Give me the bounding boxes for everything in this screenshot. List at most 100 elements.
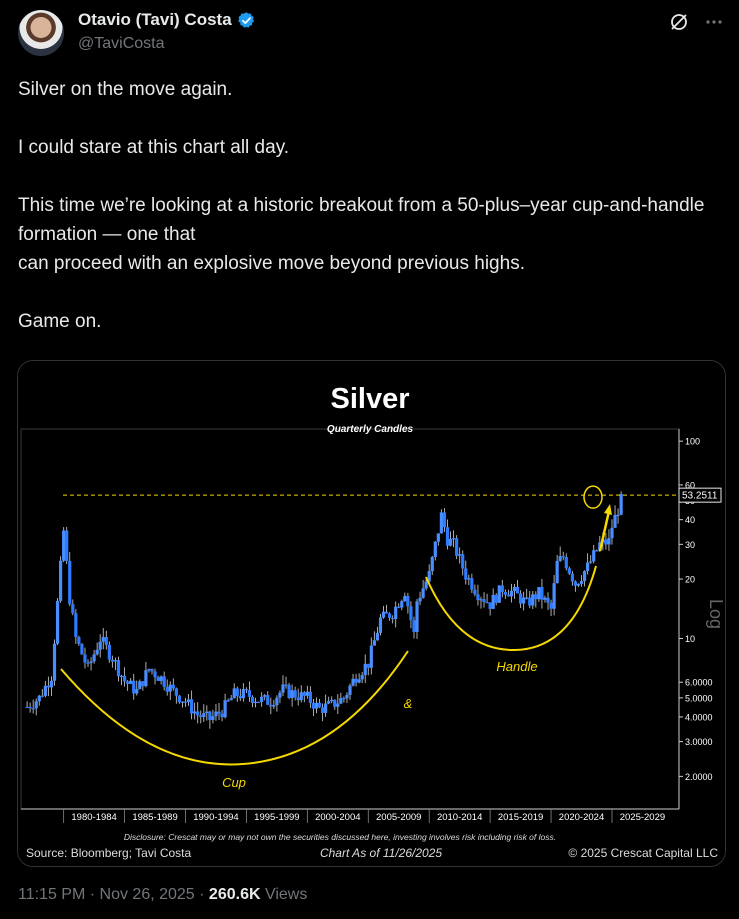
candle-body bbox=[153, 671, 157, 678]
candle-body bbox=[129, 680, 133, 684]
candle-body bbox=[500, 585, 504, 592]
candle-body bbox=[317, 702, 322, 708]
candle-body bbox=[512, 587, 517, 591]
log-scale-label: Log bbox=[706, 599, 725, 629]
candle-body bbox=[589, 561, 593, 563]
candle-body bbox=[171, 684, 175, 689]
candle-body bbox=[488, 602, 492, 609]
candle-body bbox=[235, 688, 239, 697]
candle-body bbox=[522, 597, 526, 604]
candle-body bbox=[394, 606, 398, 620]
candle-body bbox=[552, 583, 556, 609]
candle-body bbox=[348, 685, 352, 695]
handle-label: Handle bbox=[496, 659, 537, 674]
candle-body bbox=[110, 659, 114, 662]
candle-body bbox=[607, 538, 611, 545]
candle-body bbox=[77, 637, 81, 645]
candle-body bbox=[98, 641, 102, 650]
candle-body bbox=[311, 702, 316, 709]
handle-curve bbox=[425, 565, 597, 652]
timestamp[interactable]: 11:15 PM · Nov 26, 2025 · bbox=[18, 886, 205, 903]
more-icon[interactable] bbox=[705, 13, 723, 36]
candle-body bbox=[586, 562, 590, 572]
candle-body bbox=[555, 560, 559, 584]
source-text: Source: Bloomberg; Tavi Costa bbox=[26, 846, 192, 860]
y-tick-label: 30 bbox=[685, 540, 695, 550]
y-tick-label: 5.0000 bbox=[685, 693, 713, 703]
candle-body bbox=[308, 691, 312, 703]
candle-body bbox=[68, 560, 72, 605]
candle-body bbox=[189, 699, 194, 714]
candle-body bbox=[314, 702, 319, 709]
candle-body bbox=[406, 595, 410, 607]
candle-body bbox=[543, 597, 547, 600]
candle-body bbox=[360, 675, 364, 680]
candle-body bbox=[534, 594, 538, 600]
candle-body bbox=[52, 643, 57, 681]
candle-body bbox=[28, 707, 32, 709]
y-tick-label: 10 bbox=[685, 634, 695, 644]
candle-body bbox=[397, 606, 401, 608]
grok-icon[interactable] bbox=[669, 12, 689, 37]
candle-body bbox=[150, 669, 154, 672]
candle-body bbox=[269, 704, 273, 707]
candle-body bbox=[43, 685, 47, 696]
candle-body bbox=[25, 706, 29, 709]
candle-body bbox=[595, 550, 599, 552]
tweet-footer: 11:15 PM · Nov 26, 2025 · 260.6K Views bbox=[18, 886, 307, 904]
candle-body bbox=[369, 645, 373, 668]
avatar[interactable] bbox=[18, 10, 64, 56]
candle-body bbox=[119, 675, 124, 678]
candle-body bbox=[141, 681, 145, 687]
candle-body bbox=[92, 654, 96, 662]
candle-body bbox=[604, 539, 608, 545]
x-tick-label: 1985-1989 bbox=[132, 812, 177, 823]
y-tick-label: 2.0000 bbox=[685, 772, 713, 782]
cup-curve bbox=[60, 650, 409, 766]
candle-body bbox=[65, 530, 69, 561]
author-handle[interactable]: @TaviCosta bbox=[78, 35, 165, 52]
candle-body bbox=[220, 713, 224, 718]
tweet-media-chart[interactable]: Silver Quarterly Candles 100605040302010… bbox=[17, 360, 726, 867]
candle-body bbox=[165, 686, 169, 692]
candle-body bbox=[223, 700, 227, 718]
candle-body bbox=[567, 568, 571, 574]
x-tick-label: 1995-1999 bbox=[254, 812, 299, 823]
candle-body bbox=[421, 588, 425, 598]
candle-body bbox=[260, 696, 264, 702]
candle-body bbox=[479, 599, 483, 601]
y-tick-label: 60 bbox=[685, 480, 695, 490]
candle-body bbox=[558, 556, 562, 561]
candle-body bbox=[424, 581, 428, 589]
candle-body bbox=[263, 695, 267, 697]
candle-body bbox=[363, 663, 367, 676]
candle-body bbox=[302, 692, 306, 696]
chart-title: Silver bbox=[331, 383, 410, 415]
candle-body bbox=[391, 617, 395, 620]
candle-body bbox=[430, 556, 434, 572]
views-label: Views bbox=[264, 886, 308, 903]
candle-body bbox=[287, 684, 291, 698]
candle-body bbox=[177, 695, 182, 703]
candle-body bbox=[564, 557, 568, 569]
x-tick-label: 2010-2014 bbox=[437, 812, 482, 823]
candle-body bbox=[491, 594, 495, 609]
chart-subtitle: Quarterly Candles bbox=[327, 424, 414, 435]
candle-body bbox=[55, 600, 60, 644]
author-display-name[interactable]: Otavio (Tavi) Costa bbox=[78, 10, 232, 29]
candle-body bbox=[573, 581, 578, 586]
candle-body bbox=[211, 716, 215, 720]
candle-body bbox=[183, 701, 188, 703]
candle-body bbox=[613, 514, 617, 528]
candle-body bbox=[193, 711, 197, 714]
candle-body bbox=[122, 675, 127, 682]
candle-body bbox=[482, 599, 486, 602]
price-tag: 53.2511 bbox=[678, 487, 722, 503]
candle-body bbox=[101, 637, 105, 642]
as-of-text: Chart As of 11/26/2025 bbox=[320, 846, 442, 860]
x-axis-labels: 1980-1984 1985-1989 1990-1994 1995-1999 2000… bbox=[63, 809, 665, 823]
candle-body bbox=[272, 705, 276, 707]
y-axis-ticks: 1006050403020106.00005.00004.00003.00002… bbox=[679, 437, 713, 782]
price-label: 53.2511 bbox=[682, 491, 718, 502]
candle-body bbox=[253, 701, 258, 703]
